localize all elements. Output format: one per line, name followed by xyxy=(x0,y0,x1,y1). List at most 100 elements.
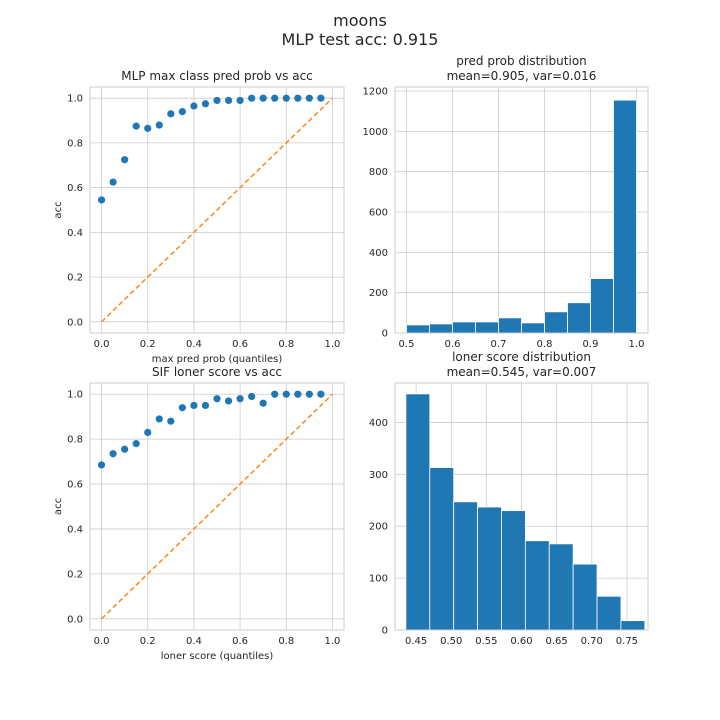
chart-2-frame xyxy=(394,86,649,334)
chart-4-bar xyxy=(453,501,478,631)
chart-1-xtick-label: 0.0 xyxy=(94,339,110,350)
chart-4-bar xyxy=(429,467,455,631)
chart-2-ytick-label: 400 xyxy=(369,248,388,259)
chart-4-bar xyxy=(548,543,574,631)
chart-4-ytick-label: 100 xyxy=(369,574,388,585)
chart-2-bar xyxy=(429,323,453,334)
chart-1-point xyxy=(109,178,117,186)
chart-1-point xyxy=(121,156,129,164)
chart-2-xtick-label: 0.9 xyxy=(583,339,599,350)
chart-4-bar xyxy=(572,563,598,631)
chart-1-point xyxy=(248,94,256,102)
chart-4-bar xyxy=(477,506,502,631)
chart-2-bar xyxy=(590,278,614,334)
chart-3-frame xyxy=(89,382,345,631)
chart-1-title: MLP max class pred prob vs acc xyxy=(121,69,313,83)
chart-1-xtick-label: 0.8 xyxy=(278,339,294,350)
chart-4-bar xyxy=(501,510,526,631)
chart-4-bar xyxy=(620,620,646,631)
chart-2-title: pred prob distribution xyxy=(456,54,587,68)
chart-4-ytick-label: 300 xyxy=(369,470,388,481)
chart-1-xtick-label: 0.6 xyxy=(232,339,248,350)
chart-3-ytick-label: 0.0 xyxy=(67,614,83,625)
chart-3-point xyxy=(271,390,279,398)
chart-1-point xyxy=(132,122,140,130)
chart-3-point xyxy=(155,415,163,423)
chart-2-bar xyxy=(567,302,591,334)
chart-3-xtick-label: 0.2 xyxy=(140,636,156,647)
chart-1-ytick-label: 0.4 xyxy=(67,228,83,239)
chart-2-bar xyxy=(452,321,476,334)
chart-3-point xyxy=(109,450,117,458)
chart-1-point xyxy=(271,94,279,102)
chart-2-bar xyxy=(498,317,522,334)
chart-4-ytick-label: 200 xyxy=(369,522,388,533)
chart-1-point xyxy=(167,110,175,118)
chart-1-xtick-label: 1.0 xyxy=(325,339,341,350)
chart-1-ytick-label: 1.0 xyxy=(67,94,83,105)
chart-2-xtick-label: 1.0 xyxy=(629,339,645,350)
chart-2-ytick-label: 200 xyxy=(369,288,388,299)
chart-3-point xyxy=(317,390,325,398)
chart-1-point xyxy=(155,121,163,129)
chart-3-ytick-label: 1.0 xyxy=(67,390,83,401)
chart-3-point xyxy=(97,461,106,469)
chart-3-point xyxy=(132,440,140,448)
chart-3-point xyxy=(224,397,233,405)
chart-3-xtick-label: 1.0 xyxy=(325,636,341,647)
chart-3-xtick-label: 0.0 xyxy=(94,636,110,647)
chart-2-bar xyxy=(521,322,545,334)
chart-3-point xyxy=(190,401,198,410)
chart-2-xtick-label: 0.8 xyxy=(537,339,553,350)
chart-2-bar xyxy=(475,321,499,334)
chart-4-bar xyxy=(596,595,622,631)
chart-1-point xyxy=(305,94,313,102)
chart-4-xtick-label: 0.45 xyxy=(405,636,427,647)
chart-3-xlabel: loner score (quantiles) xyxy=(161,651,274,662)
chart-2-ytick-label: 1200 xyxy=(363,87,388,98)
chart-1-point xyxy=(317,94,325,102)
chart-3-point xyxy=(294,390,302,398)
chart-1-xtick-label: 0.2 xyxy=(140,339,156,350)
chart-1-xtick-label: 0.4 xyxy=(186,339,202,350)
chart-1-point xyxy=(190,102,198,110)
chart-1-point xyxy=(294,94,302,102)
chart-1-point xyxy=(282,94,290,102)
chart-3-point xyxy=(144,428,152,436)
chart-1-ytick-label: 0.0 xyxy=(67,317,83,328)
chart-4-frame xyxy=(394,382,649,631)
chart-3-point xyxy=(213,395,221,403)
chart-2-bar xyxy=(544,311,568,334)
chart-3-point xyxy=(248,392,256,401)
chart-1-point xyxy=(213,96,221,105)
chart-4-bar xyxy=(405,393,431,631)
chart-3-title: SIF loner score vs acc xyxy=(152,365,282,379)
chart-1-point xyxy=(259,94,267,102)
chart-1-point xyxy=(97,196,106,204)
chart-3-ytick-label: 0.4 xyxy=(67,524,83,535)
chart-4-bar xyxy=(524,540,550,631)
chart-3-ylabel: acc xyxy=(53,498,64,515)
chart-4-subtitle: mean=0.545, var=0.007 xyxy=(447,365,597,379)
chart-1-point xyxy=(236,96,244,105)
chart-1-point xyxy=(201,100,210,108)
chart-3-point xyxy=(305,390,313,398)
chart-1-point xyxy=(144,124,152,132)
chart-3-point xyxy=(167,417,175,425)
chart-2-xtick-label: 0.7 xyxy=(491,339,507,350)
chart-4-xtick-label: 0.60 xyxy=(510,636,532,647)
chart-1-point xyxy=(224,96,233,105)
chart-1-ytick-label: 0.8 xyxy=(67,138,83,149)
chart-3-point xyxy=(236,395,244,403)
chart-2-xtick-label: 0.6 xyxy=(445,339,461,350)
chart-2-ytick-label: 0 xyxy=(382,329,388,340)
chart-1-point xyxy=(178,108,186,116)
chart-3-xtick-label: 0.6 xyxy=(232,636,248,647)
chart-4-xtick-label: 0.50 xyxy=(440,636,462,647)
chart-1-frame xyxy=(89,86,345,334)
chart-3-reference-line xyxy=(101,393,333,620)
chart-3-ytick-label: 0.8 xyxy=(67,435,83,446)
chart-4-ytick-label: 400 xyxy=(369,418,388,429)
